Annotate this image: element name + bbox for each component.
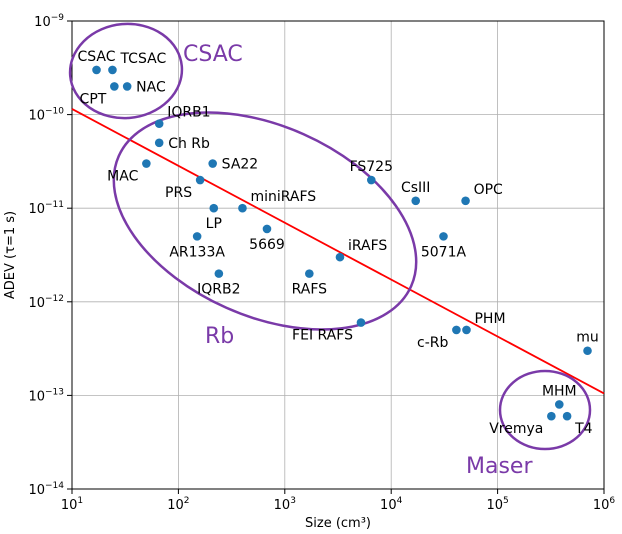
point-label: Vremya — [489, 421, 543, 437]
maser-group-ellipse — [498, 369, 592, 451]
y-tick-label: 10−13 — [28, 387, 64, 404]
point-label: AR133A — [169, 244, 225, 260]
data-point — [195, 175, 205, 185]
point-label: MAC — [107, 169, 138, 185]
data-point — [547, 411, 556, 421]
data-point — [154, 119, 164, 128]
point-label: 5669 — [249, 237, 285, 253]
y-tick-label: 10−10 — [28, 107, 64, 124]
point-label: RAFS — [292, 282, 328, 298]
point-label: OPC — [474, 182, 503, 198]
x-tick-label: 102 — [167, 496, 189, 513]
point-label: FS725 — [350, 159, 393, 175]
point-label: 5071A — [421, 244, 467, 260]
data-point — [562, 411, 572, 421]
data-point — [411, 196, 421, 206]
data-point — [192, 232, 202, 241]
point-label: TCSAC — [119, 51, 166, 67]
x-tick-label: 101 — [61, 496, 83, 513]
y-tick-label: 10−11 — [28, 200, 64, 217]
plot-frame — [71, 20, 605, 490]
data-point — [142, 159, 151, 168]
data-point — [452, 325, 461, 335]
y-tick-label: 10−9 — [34, 13, 64, 30]
y-tick-label: 10−14 — [28, 481, 64, 498]
csac-group-ellipse — [68, 22, 184, 120]
point-label: T4 — [574, 421, 593, 437]
point-label: mu — [576, 330, 599, 346]
point-label: SA22 — [222, 157, 259, 173]
rb-group-label: Rb — [205, 324, 234, 349]
data-point — [554, 400, 564, 409]
point-label: CPT — [80, 91, 107, 107]
point-label: PHM — [474, 311, 505, 327]
y-axis-label: ADEV (τ=1 s) — [3, 211, 18, 299]
point-label: iRAFS — [348, 238, 387, 254]
maser-group-label: Maser — [466, 454, 533, 479]
data-point — [154, 138, 164, 148]
point-label: NAC — [136, 79, 166, 95]
data-point — [583, 346, 592, 356]
data-point — [461, 196, 470, 206]
x-tick-label: 106 — [593, 496, 616, 513]
data-point — [305, 269, 314, 278]
point-label: c-Rb — [417, 335, 448, 351]
point-label: PRS — [165, 185, 192, 201]
data-point — [462, 325, 471, 335]
data-point — [92, 65, 101, 75]
x-tick-label: 103 — [274, 496, 296, 513]
data-point — [439, 232, 448, 241]
x-tick-label: 104 — [380, 496, 403, 513]
data-point — [108, 65, 117, 75]
data-point — [122, 82, 132, 91]
data-point — [356, 318, 366, 327]
point-label: IQRB2 — [197, 282, 240, 298]
x-axis-ticks: 101 102 103 104 105 106 — [61, 489, 616, 513]
y-tick-label: 10−12 — [28, 294, 64, 311]
point-label: LP — [206, 216, 222, 232]
data-point — [110, 82, 119, 91]
data-point — [335, 252, 345, 262]
fit-line — [71, 108, 605, 395]
rb-group-ellipse — [112, 111, 418, 331]
data-point — [208, 159, 217, 168]
data-point — [366, 175, 376, 185]
group-ellipses: CSAC Rb Maser — [68, 22, 592, 479]
x-tick-label: 105 — [486, 496, 508, 513]
point-label: MHM — [542, 383, 577, 399]
data-points — [92, 65, 592, 421]
data-point — [238, 203, 247, 213]
data-point — [214, 269, 224, 278]
point-label: CSAC — [78, 49, 116, 65]
csac-group-label: CSAC — [183, 42, 243, 67]
point-label: CsIII — [401, 180, 430, 196]
trend-line — [71, 108, 605, 395]
data-point — [209, 203, 219, 213]
data-point — [262, 224, 272, 234]
y-axis-ticks: 10−9 10−10 10−11 10−12 10−13 10−14 — [28, 13, 72, 498]
point-label: FEI RAFS — [292, 328, 353, 344]
x-axis-label: Size (cm³) — [305, 516, 371, 531]
point-label: IQRB1 — [167, 105, 210, 121]
point-label: Ch Rb — [168, 136, 210, 152]
point-label: miniRAFS — [250, 189, 316, 205]
